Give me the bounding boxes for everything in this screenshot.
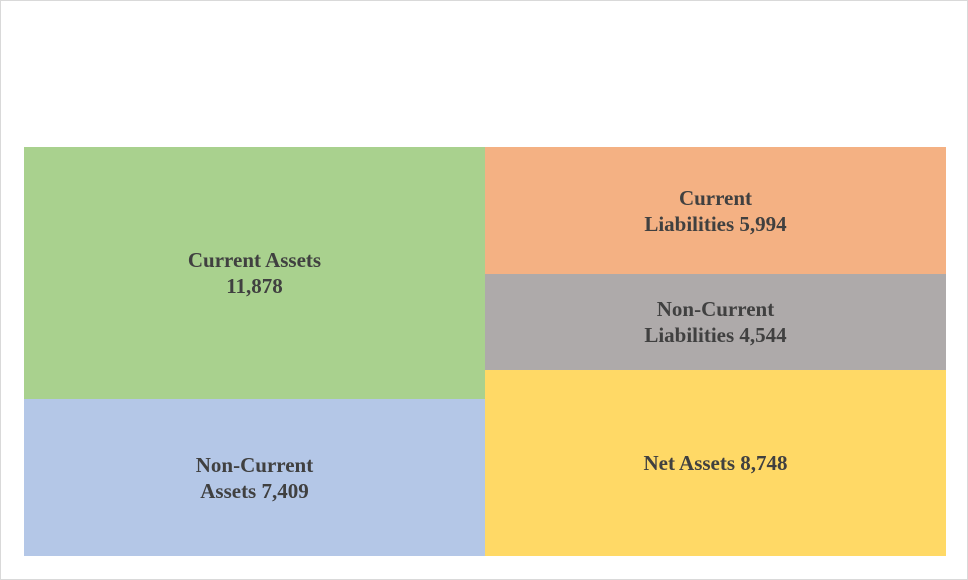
tile-label-line1: Non-Current bbox=[656, 297, 775, 321]
tile-label-line1: Current Assets bbox=[187, 248, 322, 272]
tile-label-line2: 11,878 bbox=[226, 274, 283, 298]
tile-label-line1: Net Assets 8,748 bbox=[643, 451, 788, 475]
treemap-tile-label: Current Liabilities 5,994 bbox=[644, 185, 786, 237]
treemap-tile-non-current-liabilities: Non-Current Liabilities 4,544 bbox=[485, 274, 946, 370]
treemap-tile-net-assets: Net Assets 8,748 bbox=[485, 370, 946, 556]
treemap-plot-area: Current Assets 11,878 Non-Current Assets 7,… bbox=[24, 147, 946, 556]
treemap-tile-current-liabilities: Current Liabilities 5,994 bbox=[485, 147, 946, 274]
tile-label-line2: Assets 7,409 bbox=[200, 478, 309, 503]
treemap-tile-label: Net Assets 8,748 bbox=[643, 450, 787, 476]
treemap-tile-label: Non-Current Liabilities 4,544 bbox=[644, 296, 786, 348]
treemap-tile-label: Current Assets 11,878 bbox=[188, 247, 321, 299]
treemap-tile-non-current-assets: Non-Current Assets 7,409 bbox=[24, 399, 485, 556]
tile-label-line2: Liabilities 5,994 bbox=[644, 211, 787, 236]
treemap-tile-label: Non-Current Assets 7,409 bbox=[196, 452, 313, 504]
tile-label-line1: Non-Current bbox=[195, 452, 314, 477]
tile-label-line1: Current bbox=[678, 185, 753, 210]
tile-label-line2: Liabilities 4,544 bbox=[644, 323, 787, 347]
treemap-tile-current-assets: Current Assets 11,878 bbox=[24, 147, 485, 399]
